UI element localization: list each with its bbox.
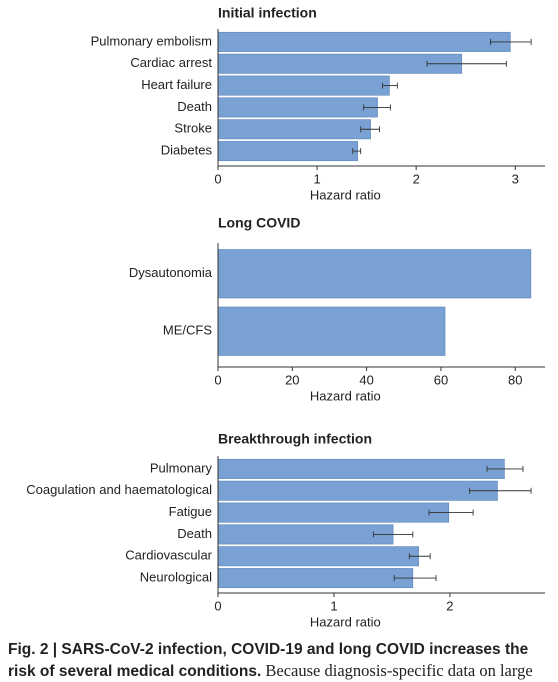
x-tick-label: 2	[413, 171, 420, 186]
y-tick-label: Neurological	[140, 570, 212, 585]
x-tick-label: 1	[330, 598, 337, 613]
x-axis-label: Hazard ratio	[310, 187, 381, 202]
y-tick-label: Cardiovascular	[125, 548, 212, 563]
x-tick-label: 3	[512, 171, 519, 186]
x-tick-label: 0	[214, 598, 221, 613]
charts: Initial infection Pulmonary embolism Cardi…	[26, 5, 545, 629]
x-tick-label: 0	[214, 171, 221, 186]
x-tick-label: 60	[434, 372, 448, 387]
bar	[217, 31, 511, 52]
x-tick-label: 1	[313, 171, 320, 186]
bar	[217, 546, 419, 567]
bar	[217, 502, 450, 523]
y-tick-label: ME/CFS	[163, 323, 212, 338]
y-tick-label: Heart failure	[141, 77, 212, 92]
bar	[217, 306, 446, 356]
bar	[217, 119, 371, 140]
chart-title: Initial infection	[218, 5, 317, 21]
y-tick-label: Coagulation and haematological	[26, 482, 212, 497]
bar	[217, 75, 390, 96]
chart-title: Long COVID	[218, 215, 300, 231]
y-tick-label: Diabetes	[161, 143, 213, 158]
x-tick-label: 80	[508, 372, 522, 387]
y-tick-label: Fatigue	[169, 504, 212, 519]
x-tick-label: 2	[446, 598, 453, 613]
x-tick-label: 0	[214, 372, 221, 387]
bar	[217, 458, 505, 479]
bar	[217, 568, 414, 589]
bar	[217, 524, 394, 545]
y-tick-label: Death	[177, 99, 212, 114]
caption: Fig. 2 | SARS-CoV-2 infection, COVID-19 …	[8, 638, 553, 682]
y-tick-label: Stroke	[174, 121, 212, 136]
bar	[217, 53, 463, 74]
y-tick-label: Death	[177, 526, 212, 541]
chart-title: Breakthrough infection	[218, 431, 372, 447]
bar	[217, 480, 498, 501]
x-tick-label: 20	[285, 372, 299, 387]
y-tick-label: Pulmonary	[150, 460, 213, 475]
caption-bold: Fig. 2 | SARS-CoV-2 infection, COVID-19 …	[8, 641, 529, 680]
y-tick-label: Cardiac arrest	[130, 55, 212, 70]
caption-text: Because diagnosis-specific data on large	[265, 661, 533, 680]
bar	[217, 141, 359, 162]
x-axis-label: Hazard ratio	[310, 614, 381, 629]
y-tick-label: Dysautonomia	[129, 265, 213, 280]
x-tick-label: 40	[359, 372, 373, 387]
bar	[217, 249, 532, 299]
x-axis-label: Hazard ratio	[310, 388, 381, 403]
bar	[217, 97, 378, 118]
y-tick-label: Pulmonary embolism	[91, 33, 212, 48]
